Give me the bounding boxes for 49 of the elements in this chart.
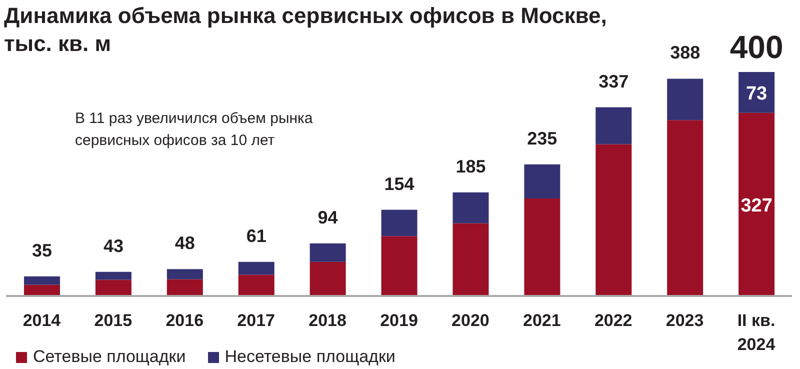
bar [381, 210, 418, 236]
x-tick-label: 2022 [594, 311, 632, 330]
chart-title: Динамика объема рынка сервисных офисов в Москве, тыс. кв. м [4, 2, 608, 58]
bar [166, 269, 203, 280]
bar [667, 120, 704, 296]
x-tick-label: 2015 [94, 311, 132, 330]
total-label: 185 [456, 156, 486, 176]
x-tick-label: 2016 [166, 311, 204, 330]
legend-label: Несетевые площадки [224, 347, 396, 367]
total-label: 94 [318, 207, 338, 228]
bar [310, 262, 346, 296]
x-tick-label: 2020 [452, 311, 490, 330]
total-label: 61 [246, 226, 266, 246]
bar [524, 164, 560, 199]
bar [738, 72, 775, 113]
bar [166, 279, 203, 296]
total-label: 337 [598, 71, 629, 92]
bar [524, 198, 560, 296]
x-tick-label: 2023 [666, 311, 704, 330]
total-label: 235 [527, 128, 558, 148]
bar [24, 276, 60, 285]
total-label: 35 [32, 240, 52, 260]
bar [667, 78, 704, 120]
x-tick-label: 2018 [308, 311, 346, 330]
bar [95, 272, 132, 280]
total-label: 48 [174, 233, 195, 254]
x-tick-label: 2017 [237, 311, 276, 330]
x-tick-label: 2019 [380, 311, 418, 330]
bar [452, 223, 489, 296]
bar [596, 144, 632, 296]
total-label: 388 [670, 42, 700, 63]
total-label: 400 [730, 29, 784, 65]
annotation: В 11 раз увеличился объем рынка сервисных офисов за 10 лет [75, 109, 314, 151]
bar [452, 192, 489, 224]
bar [596, 107, 632, 144]
legend-label: Сетевые площадки [33, 347, 186, 367]
x-tick-label: II кв. 2024 [737, 311, 776, 354]
data-label: 73 [746, 83, 768, 104]
bar [381, 236, 418, 296]
bar [310, 243, 346, 262]
total-label: 43 [103, 236, 124, 256]
x-tick-label: 2021 [522, 311, 561, 330]
bar [95, 280, 132, 296]
total-label: 154 [384, 174, 414, 194]
data-label: 327 [740, 195, 772, 216]
bar [738, 112, 775, 296]
bar [238, 262, 274, 275]
x-tick-label: 2014 [22, 311, 62, 330]
bar [238, 274, 274, 296]
